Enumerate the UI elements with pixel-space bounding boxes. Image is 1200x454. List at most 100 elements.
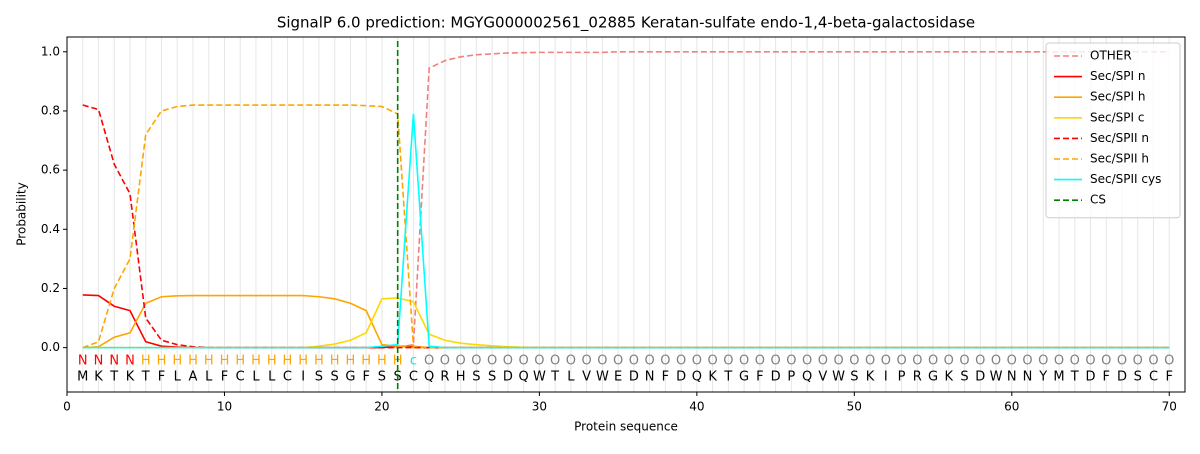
region-label: O bbox=[566, 354, 576, 369]
residue-label: T bbox=[1070, 370, 1079, 385]
region-label: O bbox=[1117, 354, 1127, 369]
region-label: H bbox=[283, 354, 293, 369]
y-tick-label: 0.4 bbox=[41, 222, 60, 236]
residue-label: L bbox=[205, 370, 213, 385]
region-label: O bbox=[550, 354, 560, 369]
region-label: H bbox=[157, 354, 167, 369]
residue-label: C bbox=[1149, 370, 1158, 385]
residue-label: L bbox=[567, 370, 575, 385]
residue-label: W bbox=[832, 370, 845, 385]
region-label: c bbox=[410, 354, 417, 369]
region-label: O bbox=[975, 354, 985, 369]
region-label: H bbox=[346, 354, 356, 369]
x-axis-label: Protein sequence bbox=[574, 420, 678, 434]
residue-label: F bbox=[1166, 370, 1173, 385]
residue-label: S bbox=[1134, 370, 1142, 385]
region-label: O bbox=[1054, 354, 1064, 369]
residue-label: S bbox=[850, 370, 858, 385]
region-label: O bbox=[802, 354, 812, 369]
region-label: O bbox=[1133, 354, 1143, 369]
region-label: H bbox=[220, 354, 230, 369]
residue-label: G bbox=[345, 370, 355, 385]
residue-label: Q bbox=[692, 370, 702, 385]
residue-label: I bbox=[301, 370, 305, 385]
region-label: H bbox=[204, 354, 214, 369]
y-tick-label: 0.0 bbox=[41, 340, 60, 354]
region-label: O bbox=[503, 354, 513, 369]
x-tick-label: 10 bbox=[217, 400, 232, 414]
region-label: H bbox=[172, 354, 182, 369]
residue-label: C bbox=[283, 370, 292, 385]
residue-label: I bbox=[884, 370, 888, 385]
region-label: O bbox=[896, 354, 906, 369]
region-label: O bbox=[582, 354, 592, 369]
x-tick-label: 50 bbox=[847, 400, 862, 414]
region-label: N bbox=[78, 354, 88, 369]
residue-label: T bbox=[723, 370, 732, 385]
x-tick-label: 40 bbox=[689, 400, 704, 414]
region-label: O bbox=[519, 354, 529, 369]
residue-label: K bbox=[945, 370, 954, 385]
residue-label: F bbox=[158, 370, 165, 385]
region-label: O bbox=[424, 354, 434, 369]
plot-frame bbox=[66, 36, 1186, 393]
region-label: H bbox=[251, 354, 261, 369]
region-label: H bbox=[314, 354, 324, 369]
series-line bbox=[82, 113, 1170, 349]
residue-label: Q bbox=[802, 370, 812, 385]
residue-label: F bbox=[756, 370, 763, 385]
residue-label: K bbox=[708, 370, 717, 385]
x-tick-label: 30 bbox=[532, 400, 547, 414]
residue-label: R bbox=[440, 370, 449, 385]
region-label: H bbox=[235, 354, 245, 369]
residue-label: F bbox=[362, 370, 369, 385]
region-label: O bbox=[818, 354, 828, 369]
region-label: O bbox=[1164, 354, 1174, 369]
x-tick-label: 20 bbox=[374, 400, 389, 414]
legend-label: Sec/SPII cys bbox=[1090, 172, 1161, 186]
residue-label: N bbox=[1023, 370, 1033, 385]
residue-label: S bbox=[378, 370, 386, 385]
region-label: O bbox=[1038, 354, 1048, 369]
residue-label: K bbox=[126, 370, 135, 385]
region-label: O bbox=[881, 354, 891, 369]
region-label: O bbox=[833, 354, 843, 369]
region-label: O bbox=[944, 354, 954, 369]
legend-label: CS bbox=[1090, 193, 1106, 207]
legend-label: Sec/SPI n bbox=[1090, 69, 1145, 83]
residue-label: G bbox=[928, 370, 938, 385]
y-tick-label: 0.8 bbox=[41, 103, 60, 117]
region-label: O bbox=[629, 354, 639, 369]
region-label: O bbox=[471, 354, 481, 369]
region-label: O bbox=[1085, 354, 1095, 369]
residue-label: L bbox=[252, 370, 260, 385]
residue-label: L bbox=[268, 370, 276, 385]
region-label: N bbox=[94, 354, 104, 369]
residue-label: D bbox=[676, 370, 686, 385]
region-label: O bbox=[440, 354, 450, 369]
residue-label: Q bbox=[424, 370, 434, 385]
residue-label: V bbox=[818, 370, 827, 385]
residue-label: W bbox=[596, 370, 609, 385]
residue-label: C bbox=[409, 370, 418, 385]
x-tick-label: 0 bbox=[63, 400, 71, 414]
x-tick-label: 60 bbox=[1004, 400, 1019, 414]
residue-label: S bbox=[472, 370, 480, 385]
region-label: O bbox=[692, 354, 702, 369]
residue-label: Q bbox=[519, 370, 529, 385]
region-label: H bbox=[330, 354, 340, 369]
y-axis-label: Probability bbox=[15, 182, 29, 245]
residue-label: L bbox=[174, 370, 182, 385]
region-label: O bbox=[912, 354, 922, 369]
chart-title: SignalP 6.0 prediction: MGYG000002561_02… bbox=[277, 14, 975, 33]
region-label: O bbox=[1007, 354, 1017, 369]
region-label: O bbox=[487, 354, 497, 369]
region-label: O bbox=[660, 354, 670, 369]
residue-label: D bbox=[629, 370, 639, 385]
residue-label: K bbox=[94, 370, 103, 385]
residue-label: V bbox=[582, 370, 591, 385]
residue-label: F bbox=[221, 370, 228, 385]
residue-label: M bbox=[1053, 370, 1064, 385]
residue-label: C bbox=[236, 370, 245, 385]
region-label: H bbox=[188, 354, 198, 369]
